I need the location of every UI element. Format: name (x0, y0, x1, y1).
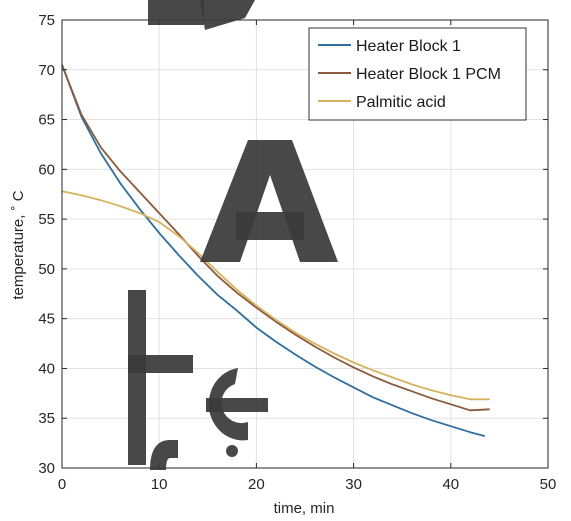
x-tick-label: 30 (345, 476, 362, 493)
y-tick-label: 60 (38, 161, 55, 178)
y-axis-title: temperature, ˚ C (10, 190, 27, 299)
y-tick-label: 40 (38, 360, 55, 377)
y-tick-label: 30 (38, 460, 55, 477)
x-tick-label: 0 (58, 476, 66, 493)
series-line-3 (61, 190, 490, 401)
y-tick-label: 65 (38, 112, 55, 129)
y-tick-label: 35 (38, 410, 55, 427)
y-axis-ticks: 30 35 40 45 50 55 60 65 70 75 (38, 12, 548, 477)
legend-label-1: Heater Block 1 (356, 38, 461, 55)
plot-frame (61, 19, 549, 469)
series-line-1 (61, 64, 486, 437)
x-tick-label: 50 (540, 476, 557, 493)
legend: Heater Block 1 Heater Block 1 PCM Palmitic… (308, 27, 527, 121)
series-line-2 (61, 64, 490, 412)
legend-label-2: Heater Block 1 PCM (356, 66, 501, 83)
x-tick-label: 20 (248, 476, 265, 493)
y-tick-label: 55 (38, 211, 55, 228)
y-tick-label: 75 (38, 12, 55, 29)
x-tick-label: 40 (442, 476, 459, 493)
x-tick-label: 10 (151, 476, 168, 493)
y-tick-label: 45 (38, 311, 55, 328)
y-tick-label: 50 (38, 261, 55, 278)
axes-box (61, 19, 549, 469)
watermark (128, 0, 338, 470)
legend-label-3: Palmitic acid (356, 94, 446, 111)
x-axis-title: time, min (274, 500, 335, 517)
x-axis-label: time, min (274, 500, 335, 517)
y-tick-label: 70 (38, 62, 55, 79)
y-axis-label: temperature, ˚ C (10, 190, 27, 299)
series-lines (61, 64, 490, 437)
